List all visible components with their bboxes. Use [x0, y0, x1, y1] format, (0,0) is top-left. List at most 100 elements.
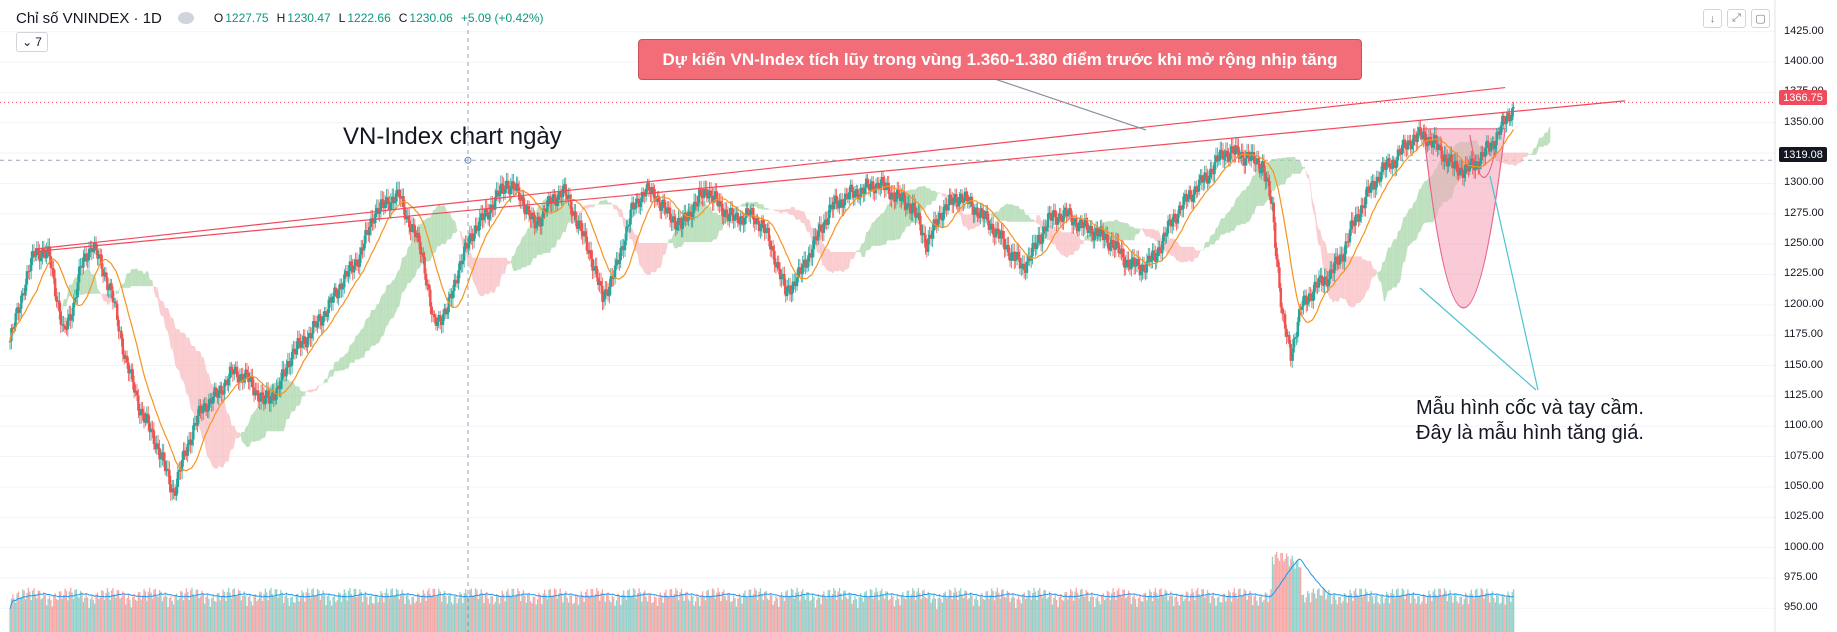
- indicators-toggle-button[interactable]: ⌄ 7: [16, 32, 48, 52]
- cloud-segment: [248, 419, 250, 448]
- cloud-segment: [514, 248, 517, 271]
- candle-body: [987, 220, 991, 230]
- volume-bar: [113, 594, 116, 632]
- volume-bar: [301, 590, 303, 632]
- symbol-title[interactable]: Chỉ số VNINDEX · 1D: [16, 9, 162, 27]
- cloud-segment: [158, 290, 160, 311]
- candle-body: [120, 330, 123, 339]
- cloud-segment: [1421, 183, 1424, 227]
- volume-bar: [1119, 594, 1121, 632]
- volume-bar: [1294, 568, 1296, 632]
- candle-body: [1017, 251, 1020, 258]
- cloud-segment: [300, 390, 302, 404]
- candle-body: [990, 223, 993, 226]
- candle-body: [778, 268, 782, 280]
- cloud-segment: [1546, 132, 1548, 146]
- candle-body: [512, 181, 515, 190]
- arrow-down-icon[interactable]: ↓: [1703, 9, 1722, 28]
- cloud-segment: [1079, 234, 1081, 250]
- volume-bar: [1394, 598, 1396, 632]
- cloud-segment: [1376, 270, 1379, 279]
- cloud-segment: [184, 332, 187, 394]
- volume-bar: [1039, 587, 1041, 632]
- cloud-segment: [713, 212, 716, 240]
- volume-bar: [75, 588, 77, 632]
- candle-body: [925, 247, 929, 252]
- cloud-segment: [1080, 239, 1082, 244]
- candle-body: [1487, 140, 1490, 149]
- candle-body: [1406, 140, 1410, 150]
- cloud-segment: [469, 251, 472, 272]
- volume-bar: [601, 589, 604, 632]
- cloud-segment: [512, 256, 514, 271]
- candle-body: [286, 360, 290, 368]
- volume-bar: [252, 605, 254, 632]
- cloud-segment: [612, 203, 614, 210]
- candle-body: [1248, 158, 1252, 162]
- eye-icon[interactable]: [177, 12, 194, 24]
- volume-bar: [566, 597, 568, 632]
- candle-body: [715, 191, 718, 201]
- expand-icon[interactable]: ⤢: [1727, 9, 1746, 28]
- volume-bar: [304, 601, 306, 632]
- cloud-segment: [83, 270, 85, 295]
- cloud-segment: [828, 248, 830, 272]
- candle-body: [293, 348, 297, 355]
- volume-bar: [473, 595, 475, 632]
- cloud-segment: [826, 248, 829, 272]
- candle-body: [1448, 154, 1452, 162]
- volume-bar: [359, 589, 361, 632]
- volume-bar: [869, 588, 872, 632]
- volume-bar: [1291, 555, 1293, 632]
- candle-body: [495, 190, 498, 198]
- candle-body: [1085, 218, 1088, 223]
- volume-bar: [470, 588, 472, 632]
- candle-body: [31, 251, 34, 259]
- cloud-segment: [428, 217, 431, 262]
- candle-body: [759, 228, 762, 232]
- volume-bar: [1092, 596, 1094, 632]
- cloud-segment: [1039, 215, 1042, 232]
- volume-bar: [638, 588, 640, 632]
- volume-bar: [240, 600, 243, 632]
- cloud-segment: [472, 257, 475, 284]
- volume-bar: [109, 599, 111, 632]
- candle-body: [890, 192, 893, 200]
- volume-bar: [425, 600, 427, 632]
- volume-bar: [950, 590, 952, 632]
- candle-body: [258, 400, 261, 402]
- volume-bar: [1116, 590, 1118, 632]
- candle-body: [238, 374, 242, 383]
- volume-bar: [1322, 588, 1324, 632]
- volume-bar: [627, 590, 629, 632]
- volume-bar: [41, 597, 44, 632]
- candle-body: [1180, 208, 1184, 210]
- cloud-segment: [1056, 230, 1058, 251]
- candle-body: [151, 428, 154, 431]
- candle-body: [767, 227, 771, 241]
- cloud-segment: [584, 205, 586, 210]
- axis-tick-label: 1400.00: [1784, 55, 1824, 68]
- volume-bar: [701, 591, 704, 632]
- candle-body: [510, 181, 514, 186]
- candle-body: [743, 218, 747, 225]
- cloud-segment: [347, 350, 349, 369]
- volume-bar: [414, 603, 416, 632]
- candle-body: [97, 254, 101, 259]
- fullscreen-icon[interactable]: ▢: [1751, 9, 1770, 28]
- volume-bar: [584, 592, 587, 632]
- cloud-segment: [1199, 250, 1201, 255]
- volume-bar: [758, 591, 760, 632]
- cloud-segment: [331, 369, 334, 377]
- volume-bar: [1290, 559, 1292, 632]
- candle-body: [911, 202, 914, 213]
- volume-bar: [727, 592, 729, 632]
- candle-body: [327, 299, 330, 314]
- candle-body: [804, 259, 807, 268]
- axis-tick-label: 975.00: [1784, 570, 1818, 583]
- cloud-segment: [1417, 189, 1420, 237]
- candle-body: [927, 238, 930, 252]
- volume-bar: [1133, 593, 1135, 632]
- volume-bar: [53, 596, 55, 632]
